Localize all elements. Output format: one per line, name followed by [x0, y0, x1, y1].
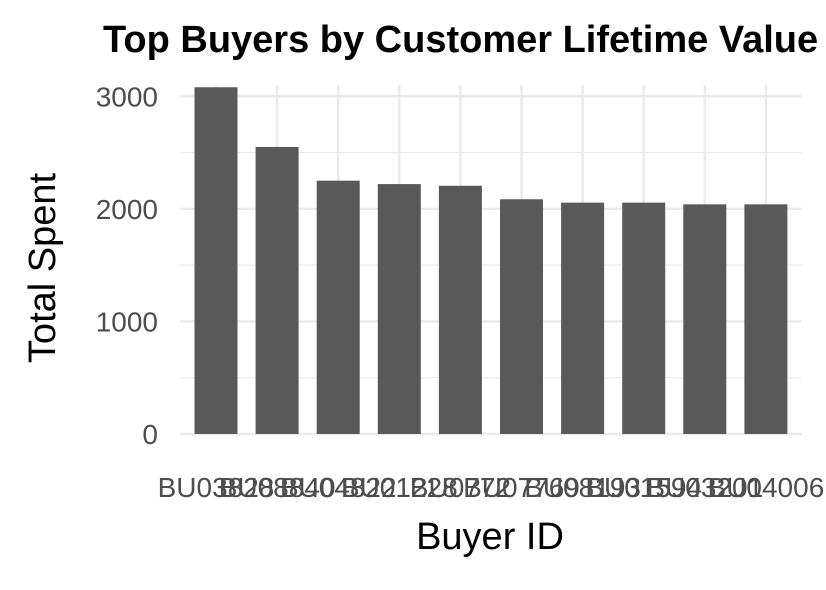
x-tick-label: BU08193 — [524, 472, 641, 503]
x-tick-label: BU07769 — [463, 472, 580, 503]
bar — [438, 185, 482, 434]
x-tick-label: BU03201 — [646, 472, 763, 503]
bar — [377, 184, 421, 434]
bar — [316, 180, 360, 434]
bar — [622, 202, 666, 434]
y-axis-title: Total Spent — [22, 172, 64, 363]
bar — [500, 199, 543, 434]
x-axis-ticks: BU03828BU08840BU04822BU01228BU0772BU0776… — [158, 472, 825, 503]
x-tick-label: BU04006 — [708, 472, 825, 503]
bar — [744, 204, 788, 434]
y-tick-label: 0 — [142, 419, 158, 450]
y-axis-ticks: 0 1000 2000 3000 — [96, 81, 158, 450]
x-tick-label: BU01594 — [585, 472, 702, 503]
x-tick-label: BU04822 — [280, 472, 397, 503]
bar — [194, 87, 238, 434]
bars — [194, 87, 788, 434]
bar — [255, 146, 299, 434]
x-tick-label: BU08840 — [219, 472, 336, 503]
bar — [683, 204, 727, 434]
y-tick-label: 3000 — [96, 81, 158, 112]
x-tick-label: BU01228 — [341, 472, 458, 503]
x-axis-title: Buyer ID — [416, 516, 564, 558]
y-tick-label: 2000 — [96, 194, 158, 225]
x-tick-label: BU03828 — [158, 472, 275, 503]
bar — [561, 202, 605, 434]
chart-title: Top Buyers by Customer Lifetime Value — [103, 19, 818, 61]
y-tick-label: 1000 — [96, 306, 158, 337]
x-tick-label: BU0772 — [410, 472, 511, 503]
